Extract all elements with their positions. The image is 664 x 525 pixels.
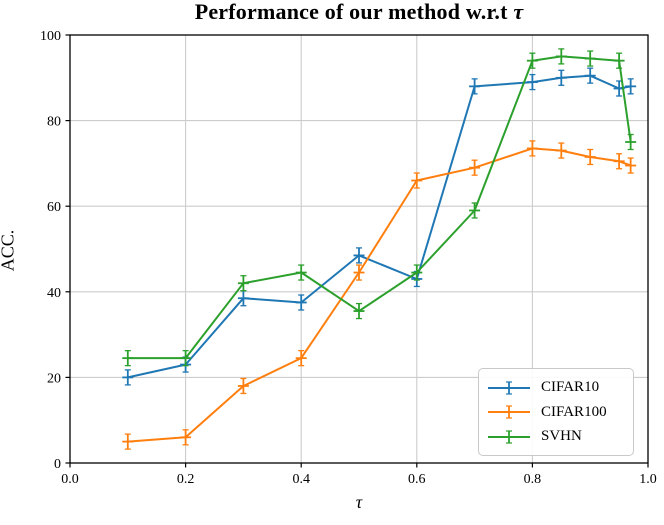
x-tick-label: 0.8 (524, 472, 542, 487)
y-tick-label: 20 (47, 371, 61, 386)
legend-line-sample (488, 405, 530, 419)
x-axis-label: τ (355, 492, 363, 512)
x-tick-label: 0.0 (61, 472, 79, 487)
chart-title-tau: τ (513, 0, 524, 24)
y-tick-label: 80 (47, 115, 61, 130)
y-tick-label: 40 (47, 286, 61, 301)
axes-spines (69, 34, 649, 464)
y-tick-label: 0 (54, 457, 61, 472)
series-line-SVHN (127, 55, 632, 360)
legend: CIFAR10 CIFAR100 SVHN (478, 368, 634, 456)
x-tick-label: 1.0 (639, 472, 657, 487)
x-tick-label: 0.4 (292, 472, 310, 487)
legend-item-CIFAR10: CIFAR10 (486, 380, 629, 396)
y-tick-label: 100 (40, 29, 61, 44)
legend-line-sample (488, 429, 530, 444)
legend-label: CIFAR100 (541, 403, 607, 420)
chart-title: Performance of our method w.r.t τ (70, 0, 648, 25)
legend-line-sample (488, 380, 530, 395)
legend-item-CIFAR100: CIFAR100 (486, 404, 629, 420)
legend-label: CIFAR10 (541, 379, 600, 395)
legend-label: SVHN (541, 428, 582, 444)
legend-item-SVHN: SVHN (486, 429, 629, 445)
x-tick-label: 0.2 (177, 472, 195, 487)
x-tick-label: 0.6 (408, 472, 426, 487)
y-tick-label: 60 (47, 200, 61, 215)
chart-title-text: Performance of our method w.r.t (194, 0, 514, 24)
series-line-CIFAR10 (127, 74, 631, 379)
y-axis-label: ACC. (0, 229, 18, 272)
